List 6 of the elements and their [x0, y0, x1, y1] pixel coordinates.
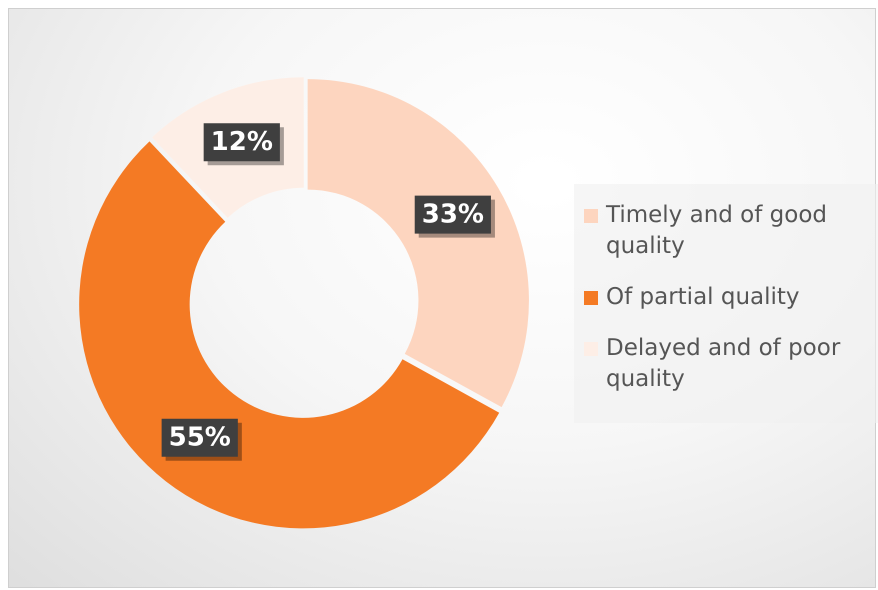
data-label: 12% — [210, 127, 273, 158]
legend-label: Of partial quality — [606, 283, 800, 312]
data-label: 55% — [168, 422, 231, 452]
data-label: 33% — [422, 199, 484, 230]
legend-label: Timely and of good quality — [606, 201, 828, 261]
legend-label: Delayed and of poor quality — [606, 334, 842, 394]
